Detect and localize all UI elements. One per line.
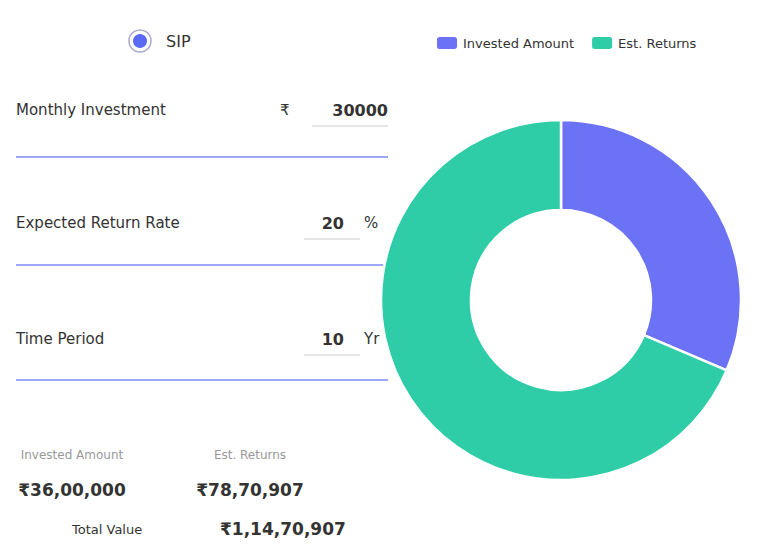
svg-text:Yr: Yr	[363, 330, 380, 348]
svg-text:Total Value: Total Value	[71, 522, 142, 537]
svg-text:₹1,14,70,907: ₹1,14,70,907	[220, 519, 346, 539]
svg-text:10: 10	[322, 330, 344, 349]
svg-text:Est. Returns: Est. Returns	[214, 448, 286, 462]
svg-text:₹: ₹	[280, 101, 290, 119]
svg-text:Invested Amount: Invested Amount	[463, 36, 574, 51]
svg-text:₹36,00,000: ₹36,00,000	[18, 480, 126, 500]
svg-text:Monthly Investment: Monthly Investment	[16, 101, 166, 119]
svg-text:Time Period: Time Period	[15, 330, 104, 348]
svg-text:Expected Return Rate: Expected Return Rate	[16, 214, 180, 232]
svg-text:₹78,70,907: ₹78,70,907	[196, 480, 304, 500]
svg-text:Est. Returns: Est. Returns	[618, 36, 696, 51]
svg-text:30000: 30000	[332, 101, 388, 120]
svg-text:SIP: SIP	[166, 32, 191, 51]
svg-text:Invested Amount: Invested Amount	[21, 448, 124, 462]
svg-text:20: 20	[322, 214, 344, 233]
svg-text:%: %	[364, 214, 378, 232]
